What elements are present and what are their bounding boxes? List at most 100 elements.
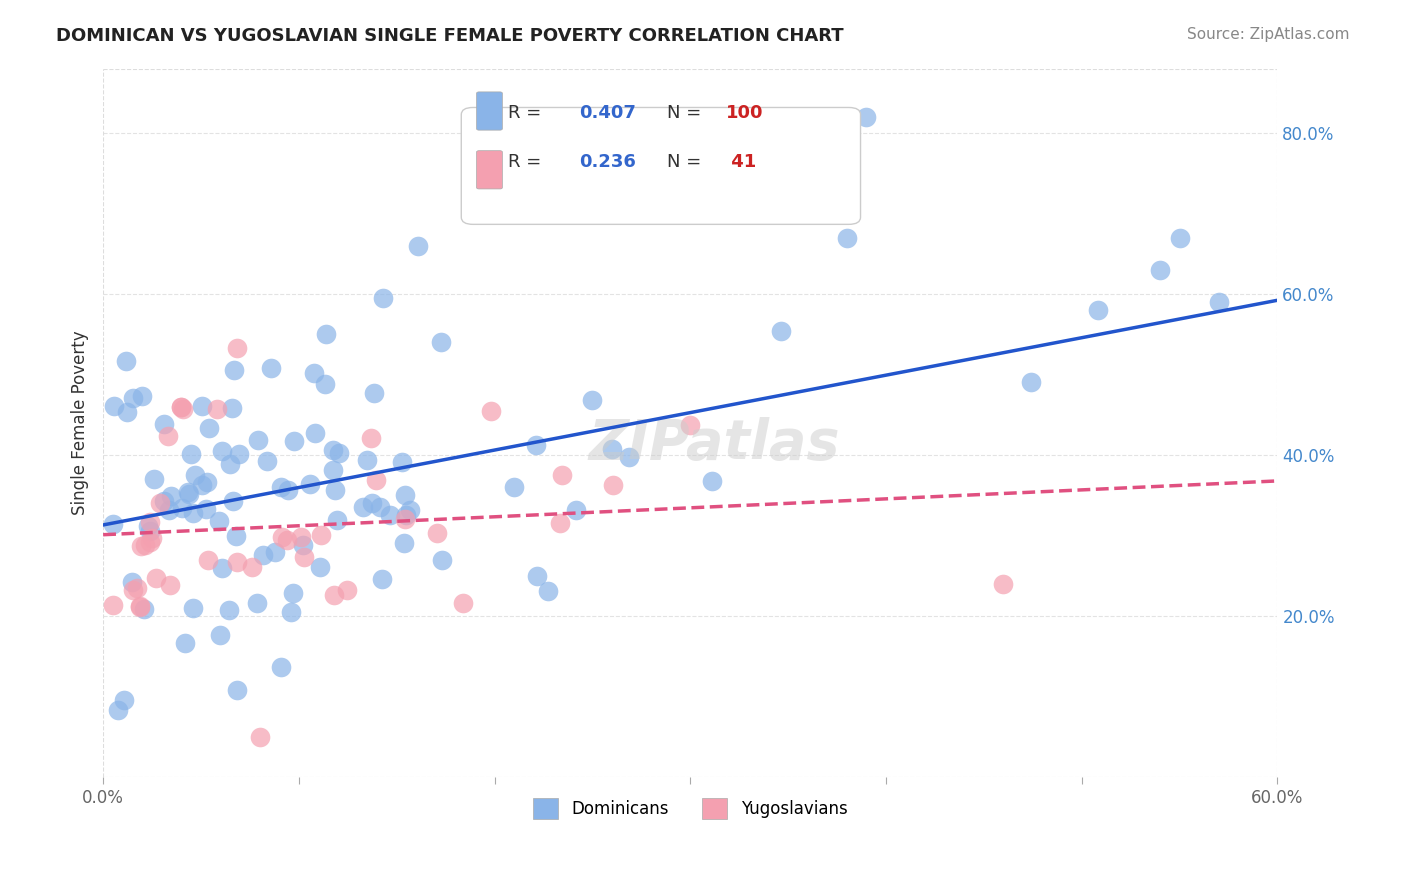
- Point: [159, 578, 181, 592]
- Point: [1208, 295, 1230, 310]
- Point: [581, 392, 603, 407]
- FancyBboxPatch shape: [477, 151, 502, 189]
- Point: [226, 555, 249, 569]
- Point: [395, 508, 418, 523]
- Point: [139, 535, 162, 549]
- Point: [769, 324, 792, 338]
- Point: [153, 494, 176, 508]
- Point: [617, 450, 640, 464]
- Point: [249, 730, 271, 744]
- Point: [392, 535, 415, 549]
- Point: [679, 418, 702, 433]
- Point: [283, 434, 305, 448]
- Point: [172, 401, 194, 416]
- Text: 41: 41: [725, 153, 756, 171]
- Point: [406, 239, 429, 253]
- Point: [855, 110, 877, 124]
- Point: [264, 545, 287, 559]
- Point: [121, 582, 143, 597]
- Point: [526, 568, 548, 582]
- Point: [364, 473, 387, 487]
- Y-axis label: Single Female Poverty: Single Female Poverty: [72, 330, 89, 515]
- Point: [280, 605, 302, 619]
- FancyBboxPatch shape: [461, 107, 860, 225]
- Point: [270, 659, 292, 673]
- Point: [503, 480, 526, 494]
- Point: [299, 477, 322, 491]
- Point: [218, 457, 240, 471]
- Point: [373, 291, 395, 305]
- Point: [183, 468, 205, 483]
- Point: [152, 417, 174, 432]
- Point: [139, 515, 162, 529]
- Point: [326, 513, 349, 527]
- Point: [252, 548, 274, 562]
- Point: [290, 530, 312, 544]
- Point: [222, 363, 245, 377]
- Point: [309, 560, 332, 574]
- Point: [139, 524, 162, 538]
- Point: [207, 401, 229, 416]
- Point: [394, 488, 416, 502]
- Point: [322, 443, 344, 458]
- Legend: Dominicans, Yugoslavians: Dominicans, Yugoslavians: [526, 791, 853, 825]
- Point: [430, 334, 453, 349]
- Point: [700, 475, 723, 489]
- Point: [1149, 262, 1171, 277]
- Point: [564, 503, 586, 517]
- Point: [356, 453, 378, 467]
- Point: [211, 444, 233, 458]
- Point: [177, 484, 200, 499]
- Point: [224, 529, 246, 543]
- Point: [129, 600, 152, 615]
- Point: [112, 692, 135, 706]
- Text: N =: N =: [666, 153, 702, 171]
- Point: [177, 487, 200, 501]
- Point: [336, 582, 359, 597]
- Point: [378, 508, 401, 523]
- Text: 0.407: 0.407: [579, 103, 636, 121]
- Point: [1019, 375, 1042, 389]
- Text: R =: R =: [508, 103, 547, 121]
- Point: [103, 399, 125, 413]
- Point: [602, 477, 624, 491]
- Point: [371, 572, 394, 586]
- Point: [309, 527, 332, 541]
- Point: [121, 574, 143, 589]
- Point: [191, 477, 214, 491]
- Point: [107, 703, 129, 717]
- Point: [277, 483, 299, 497]
- Point: [256, 454, 278, 468]
- Point: [211, 561, 233, 575]
- Point: [328, 446, 350, 460]
- Point: [218, 603, 240, 617]
- Point: [122, 391, 145, 405]
- Point: [170, 400, 193, 414]
- Point: [993, 576, 1015, 591]
- FancyBboxPatch shape: [477, 92, 502, 130]
- Point: [360, 496, 382, 510]
- Point: [221, 401, 243, 416]
- Point: [548, 516, 571, 531]
- Point: [142, 472, 165, 486]
- Point: [352, 500, 374, 515]
- Text: 100: 100: [725, 103, 763, 121]
- Point: [208, 515, 231, 529]
- Point: [129, 599, 152, 613]
- Point: [197, 553, 219, 567]
- Point: [101, 598, 124, 612]
- Point: [195, 475, 218, 489]
- Point: [197, 420, 219, 434]
- Text: R =: R =: [508, 153, 547, 171]
- Point: [145, 571, 167, 585]
- Point: [138, 519, 160, 533]
- Point: [276, 533, 298, 548]
- Point: [134, 538, 156, 552]
- Point: [524, 438, 547, 452]
- Point: [160, 489, 183, 503]
- Point: [195, 502, 218, 516]
- Point: [368, 500, 391, 514]
- Text: 0.236: 0.236: [579, 153, 636, 171]
- Point: [304, 366, 326, 380]
- Point: [132, 602, 155, 616]
